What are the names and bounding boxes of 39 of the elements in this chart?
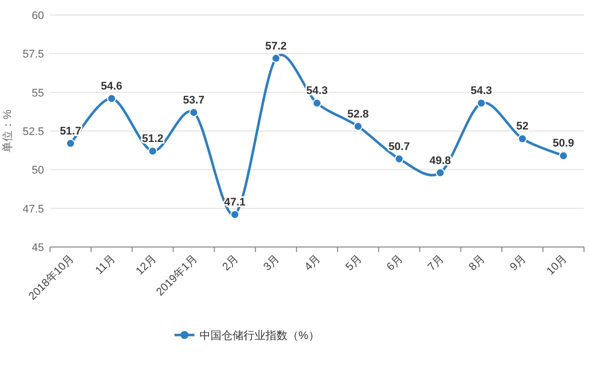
point [394,154,404,164]
data-label: 50.7 [388,140,410,153]
point [476,98,486,108]
y-tick-label: 60 [32,10,44,22]
point [354,122,363,131]
y-axis-title: 单位：% [1,109,14,152]
data-label: 52.8 [347,108,369,120]
legend-label: 中国仓储行业指数（%） [200,329,320,342]
x-tick-label: 9月 [508,252,529,274]
x-tick-label: 10月 [544,252,570,278]
point [436,168,445,178]
point [271,54,280,63]
y-tick-label: 52.5 [22,126,44,138]
x-tick-label: 11月 [93,252,118,277]
x-tick-label: 8月 [466,252,488,274]
data-label: 51.2 [142,133,164,146]
x-tick-label: 7月 [426,252,446,274]
data-label: 57.2 [265,40,287,52]
y-tick-label: 50 [32,164,44,177]
data-label: 50.9 [552,138,574,150]
point [148,146,158,156]
y-tick-label: 45 [32,242,44,254]
x-tick-label: 6月 [384,252,406,274]
point [518,134,527,144]
x-tick-label: 5月 [344,252,364,274]
data-label: 52 [516,120,529,133]
y-tick-label: 57.5 [22,48,44,61]
data-label: 53.7 [183,94,204,106]
point [312,98,322,108]
point [558,151,568,160]
x-tick-label: 3月 [261,252,282,274]
data-label: 54.3 [470,85,492,98]
data-label: 54.6 [100,80,122,93]
y-tick-label: 55 [32,87,44,100]
y-tick-label: 47.5 [22,203,44,216]
x-tick-label: 2月 [220,252,241,274]
x-tick-label: 12月 [134,252,159,278]
x-tick-label: 4月 [302,252,324,274]
point [66,138,76,148]
